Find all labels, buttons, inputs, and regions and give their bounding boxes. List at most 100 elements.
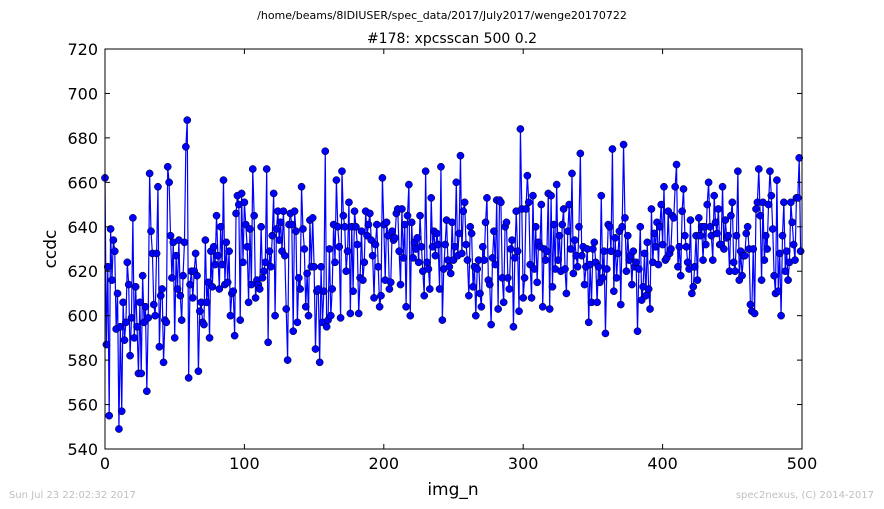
data-point — [679, 185, 688, 193]
y-tick-label: 680 — [67, 129, 98, 148]
data-point — [366, 209, 374, 218]
data-point — [216, 222, 225, 231]
data-point — [601, 329, 610, 338]
data-point — [232, 209, 240, 218]
data-point — [471, 311, 480, 320]
data-point — [509, 322, 518, 331]
data-point — [407, 218, 416, 227]
x-tick-label: 0 — [100, 454, 110, 473]
data-point — [646, 305, 654, 313]
data-point — [773, 176, 781, 184]
data-point — [435, 285, 444, 293]
data-point — [374, 262, 383, 271]
data-point — [262, 165, 271, 173]
y-tick-label: 600 — [67, 307, 98, 326]
footer-timestamp: Sun Jul 23 22:02:32 2017 — [9, 490, 136, 501]
data-point — [119, 298, 127, 307]
data-point — [283, 356, 292, 364]
data-point — [188, 294, 197, 302]
data-point — [214, 251, 222, 260]
data-point — [264, 338, 272, 347]
data-point — [310, 262, 318, 271]
data-point — [352, 222, 360, 231]
data-point — [279, 207, 288, 216]
data-point — [311, 345, 320, 353]
data-point — [643, 238, 652, 247]
data-point — [427, 194, 436, 202]
data-point — [250, 211, 259, 220]
data-point — [678, 207, 686, 216]
data-point — [423, 258, 431, 267]
data-point — [502, 218, 511, 227]
plot-area — [101, 116, 805, 433]
data-point — [261, 258, 270, 267]
data-point — [589, 245, 597, 253]
data-point — [343, 247, 352, 256]
data-point — [550, 220, 558, 229]
data-point — [177, 316, 186, 324]
data-point — [301, 302, 310, 311]
data-point — [642, 291, 650, 300]
data-point — [467, 229, 476, 238]
data-point — [173, 285, 182, 293]
data-point — [787, 198, 795, 207]
data-point — [727, 211, 735, 220]
data-point — [718, 182, 727, 191]
data-point — [690, 262, 699, 271]
data-point — [211, 260, 219, 269]
data-point — [357, 227, 366, 236]
data-point — [378, 174, 387, 182]
data-point — [345, 198, 353, 207]
data-point — [255, 285, 264, 293]
data-point — [531, 222, 540, 231]
y-tick-label: 560 — [67, 396, 98, 415]
data-point — [761, 231, 770, 240]
data-point — [162, 318, 171, 327]
data-point — [246, 225, 254, 233]
data-point — [793, 194, 802, 202]
data-point — [138, 271, 147, 280]
data-point — [215, 285, 224, 293]
data-point — [683, 258, 692, 267]
data-point — [282, 305, 291, 313]
data-point — [555, 231, 564, 240]
data-point — [398, 205, 406, 213]
data-point — [183, 116, 192, 124]
data-point — [577, 251, 586, 260]
data-point — [289, 327, 298, 336]
data-point — [158, 285, 166, 293]
data-point — [568, 169, 576, 178]
data-point — [159, 358, 168, 367]
data-point — [499, 298, 508, 307]
data-point — [742, 229, 751, 238]
chart-title: #178: xpcsscan 500 0.2 — [367, 31, 537, 47]
y-tick-label: 620 — [67, 262, 98, 281]
data-point — [354, 309, 363, 318]
data-point — [478, 242, 487, 251]
data-point — [124, 280, 133, 289]
data-point — [623, 231, 632, 240]
y-tick-label: 660 — [67, 173, 98, 192]
data-point — [734, 167, 742, 176]
y-tick-label: 640 — [67, 218, 98, 237]
data-point — [364, 220, 373, 229]
data-point — [477, 302, 486, 311]
data-point — [400, 220, 409, 229]
data-point — [149, 300, 158, 309]
data-point — [541, 256, 550, 264]
data-point — [320, 287, 328, 296]
data-point — [420, 291, 429, 300]
data-point — [611, 234, 620, 242]
data-point — [728, 198, 737, 207]
data-point — [688, 289, 696, 298]
data-point — [152, 249, 161, 258]
data-point — [504, 274, 512, 282]
data-point — [533, 278, 541, 287]
data-point — [476, 289, 484, 298]
data-point — [222, 238, 231, 247]
x-tick-label: 300 — [508, 454, 539, 473]
data-point — [608, 145, 617, 153]
data-point — [448, 218, 456, 227]
x-tick-label: 500 — [787, 454, 818, 473]
data-point — [260, 267, 268, 276]
